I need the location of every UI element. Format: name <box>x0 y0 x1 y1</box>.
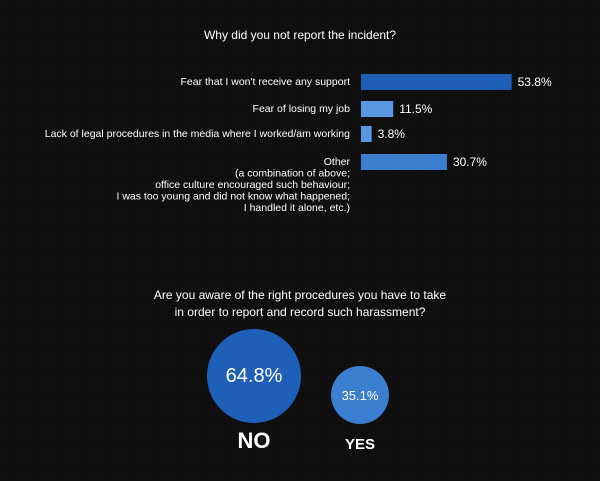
bubble-no: 64.8% <box>207 329 301 423</box>
bar-category-label-0-0: Fear that I won't receive any support <box>180 76 350 88</box>
bar-0 <box>361 74 512 90</box>
bar-value-label-2: 3.8% <box>378 127 406 141</box>
bar-value-label-1: 11.5% <box>399 102 432 116</box>
chart-title-reasons: Why did you not report the incident? <box>203 28 397 42</box>
bubble-no-value: 64.8% <box>225 364 283 387</box>
bar-value-label-3: 30.7% <box>453 155 487 169</box>
bar-category-label-3-0: Other <box>324 156 351 168</box>
bar-category-label-3-4: I handled it alone, etc.) <box>244 202 350 214</box>
bar-category-label-3-2: office culture encouraged such behaviour… <box>155 179 350 191</box>
bubble-yes-value: 35.1% <box>341 387 379 403</box>
bar-value-label-0: 53.8% <box>518 75 552 89</box>
bar-category-label-3-3: I was too young and did not know what ha… <box>116 191 350 203</box>
chart-title-awareness: Are you aware of the right procedures yo… <box>0 287 600 321</box>
bar-chart-reasons: 53.8% Fear that I won't receive any suppo… <box>45 74 552 214</box>
awareness-title-line-1: Are you aware of the right procedures yo… <box>153 288 447 302</box>
bar-category-label-2-0: Lack of legal procedures in the media wh… <box>45 128 350 140</box>
bar-2 <box>361 126 372 142</box>
bar-1 <box>361 101 394 117</box>
bubble-yes-label: YES <box>344 436 375 453</box>
awareness-title-line-2: in order to report and record such haras… <box>174 305 426 319</box>
bar-category-label-3-1: (a combination of above; <box>235 168 350 180</box>
bubble-yes: 35.1% <box>331 366 389 424</box>
bar-category-label-1-0: Fear of losing my job <box>253 103 351 115</box>
bar-3 <box>361 154 447 170</box>
bubble-no-label: NO <box>237 428 271 453</box>
